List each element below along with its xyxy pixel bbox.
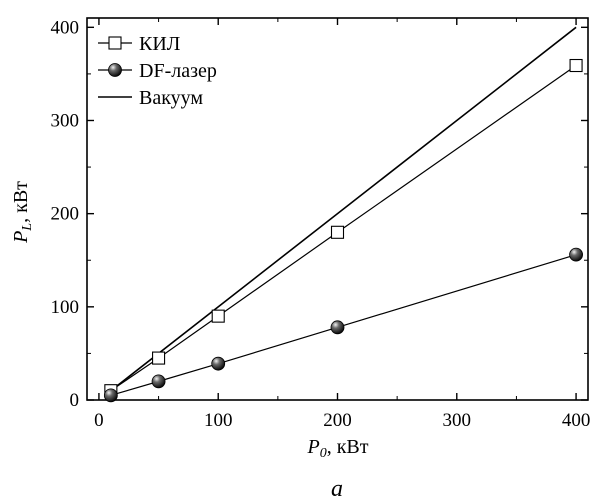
series-markers	[103, 58, 583, 403]
legend-label: DF-лазер	[139, 60, 217, 82]
y-tick-label: 200	[51, 204, 80, 225]
data-point-sphere	[330, 320, 345, 335]
data-point-sphere	[103, 388, 118, 403]
data-point-square	[330, 225, 345, 239]
x-tick-label: 200	[323, 410, 352, 431]
series-line-3	[110, 26, 577, 392]
legend: КИЛ DF-лазер Вакуум	[98, 33, 217, 109]
legend-marker-sphere	[108, 63, 122, 77]
x-axis-ticks: 0 100 200 300 400	[94, 18, 590, 431]
data-point-square	[152, 351, 166, 365]
data-point-square	[211, 309, 225, 323]
series-lines	[110, 26, 577, 396]
y-tick-label: 0	[70, 390, 80, 411]
x-axis-label: P0, кВт	[306, 436, 368, 461]
x-tick-label: 400	[562, 410, 591, 431]
legend-marker-square	[108, 36, 122, 50]
x-tick-label: 0	[94, 410, 104, 431]
y-tick-label: 300	[51, 110, 80, 131]
legend-label: КИЛ	[139, 33, 180, 55]
x-tick-label: 300	[443, 410, 472, 431]
data-point-sphere	[211, 356, 226, 371]
panel-label: a	[331, 476, 343, 501]
data-point-sphere	[151, 374, 166, 389]
y-tick-label: 400	[51, 17, 80, 38]
data-point-square	[569, 58, 583, 73]
y-axis-ticks: 0 100 200 300 400	[51, 17, 588, 411]
x-tick-label: 100	[204, 410, 233, 431]
y-tick-label: 100	[51, 297, 80, 318]
data-point-sphere	[569, 247, 583, 262]
y-axis-label: PL, кВт	[10, 181, 35, 244]
legend-label: Вакуум	[139, 87, 203, 109]
